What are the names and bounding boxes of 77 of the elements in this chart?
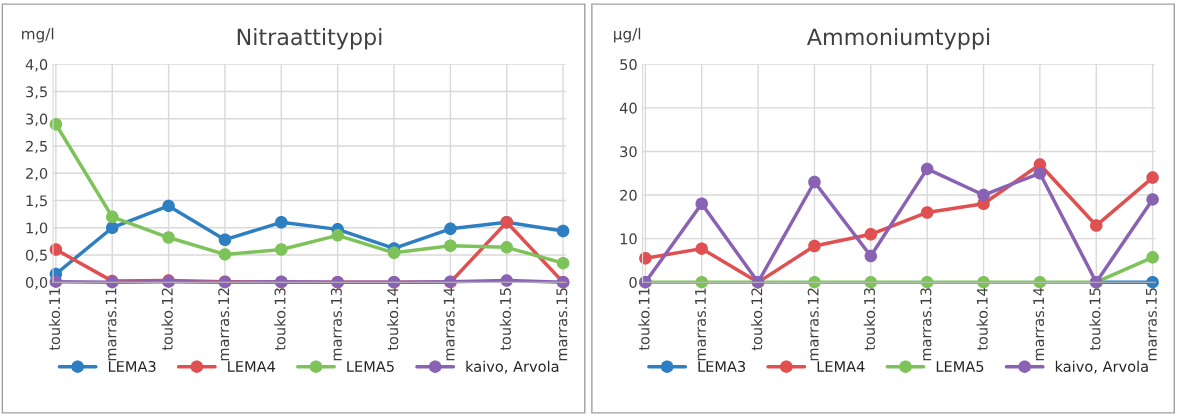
point: [275, 216, 288, 229]
point: [695, 197, 708, 211]
x-tick-label: marras.15: [1145, 288, 1157, 361]
point: [556, 224, 570, 238]
point: [162, 231, 175, 244]
point: [920, 206, 934, 219]
y-tick-label: 30: [620, 146, 637, 158]
x-tick-label: touko.13: [863, 288, 876, 351]
y-tick-label: 0,0: [25, 276, 48, 290]
point: [444, 222, 457, 236]
point: [556, 256, 570, 270]
x-tick-label: marras.14: [443, 287, 455, 361]
point: [808, 239, 821, 253]
point: [218, 248, 232, 261]
legend-label: kaivo, Arvola: [466, 360, 559, 374]
x-tick-label: touko.11: [48, 288, 61, 351]
y-tick-label: 1,0: [26, 222, 48, 235]
point: [864, 228, 878, 241]
legend-label: LEMA5: [347, 361, 394, 372]
x-tick-label: touko.14: [386, 287, 399, 351]
y-tick-label: 0,5: [25, 249, 47, 263]
x-tick-label: marras.15: [556, 288, 568, 361]
x-tick-label: marras.13: [330, 288, 342, 361]
legend-label: LEMA4: [817, 361, 865, 372]
chart-title: Ammoniumtyppi: [807, 28, 990, 50]
point: [105, 221, 119, 234]
point: [275, 243, 288, 256]
y-tick-label: 50: [620, 59, 637, 71]
point: [331, 229, 344, 242]
legend-label: LEMA4: [228, 361, 276, 372]
y-tick-label: 2,0: [26, 167, 48, 181]
x-tick-label: marras.12: [807, 288, 819, 361]
point: [1146, 193, 1159, 206]
x-tick-label: marras.11: [105, 288, 117, 361]
legend-label: LEMA3: [698, 360, 746, 372]
y-tick-label: 10: [620, 233, 637, 245]
chart-title: Nitraattityppi: [237, 28, 382, 50]
point: [864, 249, 878, 263]
point: [977, 188, 990, 202]
point: [808, 175, 821, 189]
y-tick-label: 1,5: [26, 195, 47, 208]
x-tick-label: marras.12: [218, 288, 230, 361]
legend-label: kaivo, Arvola: [1055, 360, 1148, 374]
point: [695, 242, 708, 255]
x-tick-label: touko.13: [274, 288, 286, 351]
point: [105, 210, 119, 224]
point: [1089, 219, 1103, 232]
y-tick-label: 2,5: [26, 140, 47, 154]
x-tick-label: touko.11: [638, 288, 650, 351]
y-axis-title: mg/l: [22, 27, 54, 43]
y-tick-label: 40: [619, 102, 637, 114]
x-tick-label: marras.13: [920, 288, 932, 361]
x-tick-label: marras.11: [695, 288, 706, 361]
y-tick-label: 0: [629, 276, 637, 288]
point: [1033, 167, 1047, 180]
point: [218, 233, 232, 246]
point: [1146, 275, 1159, 289]
x-tick-label: marras.14: [1033, 287, 1045, 361]
point: [387, 246, 401, 260]
x-tick-label: touko.12: [751, 288, 763, 351]
x-tick-label: touko.14: [976, 287, 988, 351]
x-tick-label: touko.12: [161, 288, 173, 351]
point: [920, 162, 934, 176]
x-tick-label: touko.15: [499, 288, 511, 351]
y-axis-title: µg/l: [614, 27, 641, 43]
point: [1146, 171, 1159, 184]
point: [1146, 251, 1159, 264]
y-tick-label: 20: [620, 189, 637, 201]
y-tick-label: 3,5: [26, 86, 47, 99]
point: [444, 239, 457, 252]
point: [500, 241, 513, 254]
y-tick-label: 3,0: [26, 113, 48, 127]
y-tick-label: 4,0: [25, 59, 48, 72]
legend-label: LEMA5: [936, 361, 984, 372]
point: [162, 199, 175, 213]
x-tick-label: touko.15: [1089, 288, 1101, 351]
legend-label: LEMA3: [108, 360, 156, 372]
